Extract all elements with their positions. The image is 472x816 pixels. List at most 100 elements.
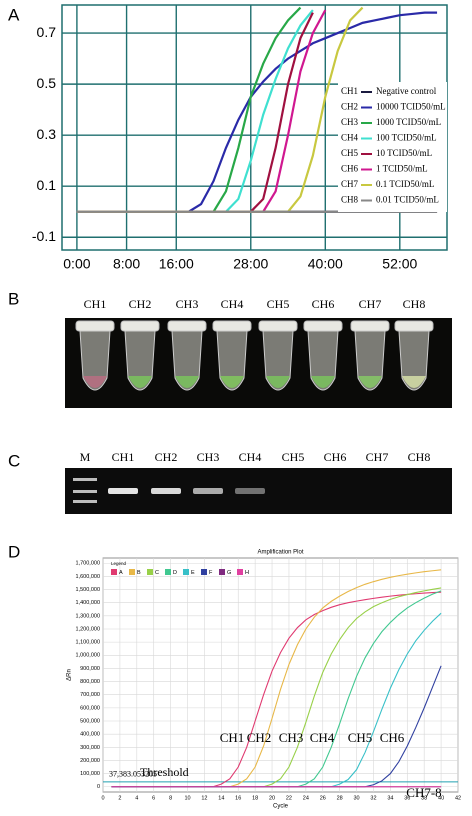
x-tick-label: 6 [152,795,155,801]
tube-liquid [266,376,290,388]
legend-swatch [201,569,207,575]
x-tick-label: 22 [286,795,292,801]
legend-label: G [227,570,231,576]
y-tick-label: -0.1 [32,228,56,244]
x-axis-label: Cycle [273,804,289,810]
gel-band [235,488,265,494]
legend-swatch [147,569,153,575]
y-tick-label: 0 [97,784,100,790]
legend-channel: CH2 [341,102,358,112]
tube-liquid [175,376,199,388]
x-tick-label: 24 [303,795,309,801]
x-tick-label: 2 [118,795,121,801]
x-tick-label: 34 [387,795,393,801]
threshold-label: Threshold [140,765,189,779]
x-tick-label: 38 [421,795,427,801]
tube-body [354,330,386,391]
legend-label: 0.01 TCID50/mL [376,195,439,205]
x-tick-label: 8:00 [113,256,140,272]
legend [338,82,447,212]
tube-label: CH4 [221,297,244,311]
x-tick-label: 18 [252,795,258,801]
x-tick-label: 36 [404,795,410,801]
legend-channel: CH8 [341,195,359,205]
x-tick-label: 32 [370,795,376,801]
x-tick-label: 12 [201,795,207,801]
y-tick-label: 1,000,000 [76,653,100,659]
y-tick-label: 700,000 [80,692,100,698]
x-tick-label: 0:00 [63,256,90,272]
legend-label: H [245,570,249,576]
y-axis-label: ΔRn [67,669,73,681]
legend-label: 0.1 TCID50/mL [376,179,434,189]
tube-body [307,330,339,391]
gel-lane-label: CH5 [282,450,305,464]
legend-label: A [119,570,123,576]
tube-cap [258,320,298,332]
tube-photo [65,318,452,408]
legend-channel: CH6 [341,164,359,174]
tube-label: CH3 [176,297,199,311]
tube-body [171,330,203,391]
gel-lane-label: CH3 [197,450,220,464]
gel-lane-label: CH6 [324,450,347,464]
tube-body [79,330,111,391]
y-tick-label: 1,500,000 [76,587,100,593]
y-tick-label: 1,100,000 [76,640,100,646]
tube-body [262,330,294,391]
y-tick-label: 1,600,000 [76,574,100,580]
y-tick-label: 200,000 [80,758,100,764]
x-tick-label: 30 [354,795,360,801]
legend-label: E [191,570,195,576]
tube-cap [350,320,390,332]
legend-channel: CH1 [341,86,358,96]
annotation: CH4 [310,730,335,745]
panel-label: A [8,5,20,24]
x-tick-label: 40:00 [308,256,343,272]
x-tick-label: 8 [169,795,172,801]
y-tick-label: 800,000 [80,679,100,685]
tube-body [124,330,156,391]
annotation: CH6 [380,730,405,745]
legend-channel: CH7 [341,179,359,189]
tube-liquid [220,376,244,388]
tube-liquid [83,376,107,388]
annotation: CH5 [348,730,373,745]
legend-swatch [165,569,171,575]
x-tick-label: 14 [218,795,224,801]
legend-label: C [155,570,159,576]
x-tick-label: 10 [184,795,190,801]
annotation: CH7-8 [406,785,441,800]
legend-channel: CH5 [341,148,359,158]
y-tick-label: 600,000 [80,705,100,711]
chart-title: Amplification Plot [257,550,303,556]
gel-band [151,488,181,494]
legend-label: Negative control [376,86,437,96]
tube-cap [167,320,207,332]
tube-label: CH7 [359,297,382,311]
marker-band [73,500,97,503]
tube-label: CH5 [267,297,290,311]
gel-band [108,488,138,494]
x-tick-label: 16 [235,795,241,801]
legend-title: Legend [111,561,127,566]
y-tick-label: 300,000 [80,745,100,751]
y-tick-label: 100,000 [80,771,100,777]
gel-lane-label: CH4 [239,450,262,464]
legend-label: 10 TCID50/mL [376,148,432,158]
y-tick-label: 1,700,000 [76,561,100,567]
y-tick-label: 1,300,000 [76,613,100,619]
x-tick-label: 28 [337,795,343,801]
x-tick-label: 52:00 [382,256,417,272]
panel-label: D [8,542,20,561]
y-tick-label: 900,000 [80,666,100,672]
gel-lane-label: M [80,450,91,464]
legend-label: F [209,570,213,576]
legend-label: 1000 TCID50/mL [376,117,441,127]
legend-label: D [173,570,177,576]
marker-band [73,490,97,493]
x-tick-label: 0 [101,795,104,801]
tube-body [216,330,248,391]
y-tick-label: 0.7 [37,24,57,40]
